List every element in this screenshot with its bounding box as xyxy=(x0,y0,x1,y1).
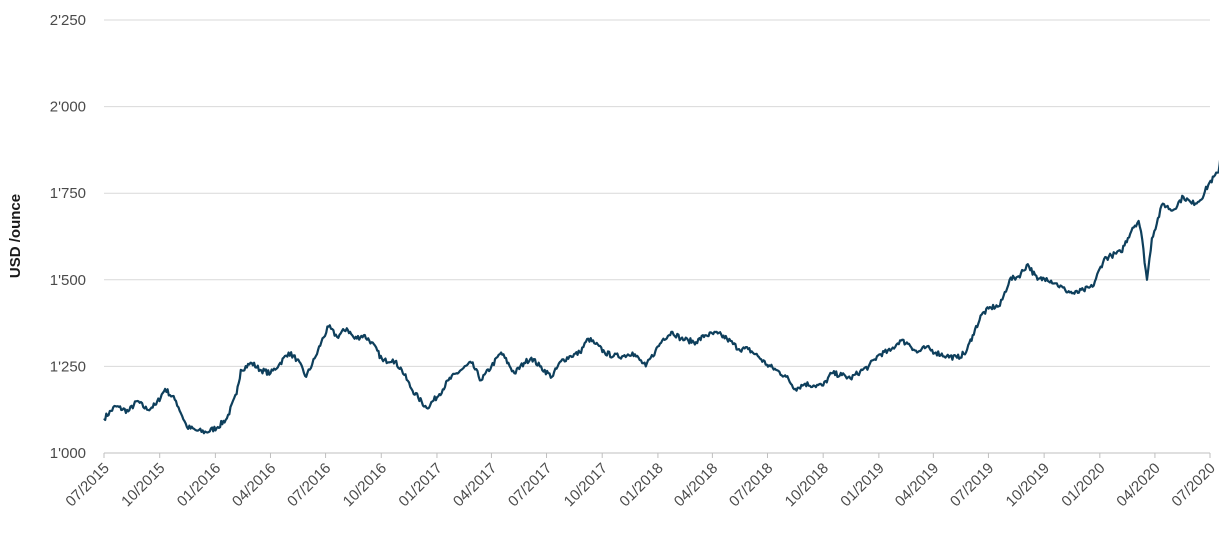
x-tick-label: 07/2016 xyxy=(284,460,334,510)
x-tick-label: 04/2019 xyxy=(892,460,942,510)
grid xyxy=(104,19,1210,367)
x-tick-label: 07/2017 xyxy=(505,460,555,510)
x-tick-label: 04/2018 xyxy=(671,460,721,510)
x-tick-label: 01/2017 xyxy=(395,460,445,510)
x-axis-ticks: 07/2015 10/2015 01/2016 04/2016 07/2016 10/20… xyxy=(62,453,1219,510)
x-tick-label: 10/2019 xyxy=(1003,460,1053,510)
y-axis-ticks: 1'000 1'250 1'500 1'750 2'000 2'250 xyxy=(50,12,86,462)
x-tick-label: 10/2015 xyxy=(118,460,168,510)
x-tick-label: 04/2020 xyxy=(1113,460,1163,510)
x-tick-label: 01/2019 xyxy=(837,460,887,510)
x-tick-label: 10/2017 xyxy=(561,460,611,510)
y-tick-label: 1'500 xyxy=(50,272,86,289)
y-axis-label: USD /ounce xyxy=(7,194,24,278)
x-tick-label: 07/2019 xyxy=(947,460,997,510)
x-tick-label: 10/2016 xyxy=(340,460,390,510)
x-tick-label: 01/2016 xyxy=(174,460,224,510)
y-tick-label: 1'250 xyxy=(50,358,86,375)
x-tick-label: 07/2018 xyxy=(726,460,776,510)
x-tick-label: 01/2018 xyxy=(616,460,666,510)
x-tick-label: 10/2018 xyxy=(782,460,832,510)
x-tick-label: 01/2020 xyxy=(1058,460,1108,510)
y-tick-label: 1'000 xyxy=(50,445,86,462)
x-tick-label: 07/2020 xyxy=(1168,460,1218,510)
y-tick-label: 2'000 xyxy=(50,99,86,116)
y-tick-label: 1'750 xyxy=(50,185,86,202)
x-tick-label: 07/2015 xyxy=(62,460,112,510)
price-series-line xyxy=(103,159,1219,435)
x-tick-label: 04/2017 xyxy=(450,460,500,510)
x-tick-label: 04/2016 xyxy=(229,460,279,510)
y-tick-label: 2'250 xyxy=(50,12,86,29)
